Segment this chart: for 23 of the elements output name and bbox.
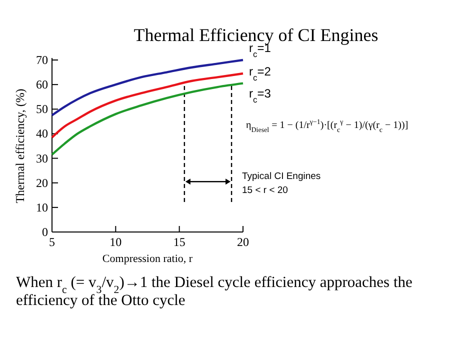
x-axis-title: Compression ratio, r xyxy=(102,253,193,265)
x-tick-label: 5 xyxy=(49,235,55,249)
line-series xyxy=(50,58,244,116)
y-axis-title: Thermal efficiency, (%) xyxy=(13,88,27,204)
y-tick-label: 0 xyxy=(42,225,48,239)
x-tick-label: 20 xyxy=(237,235,249,249)
x-tick-label: 10 xyxy=(110,235,122,249)
text: η$_{Diesel}$ = 1 − (1/r$^{γ−1}$)·[(r$_{c}$$^{γ}$ − 1)/(γ(r$_{c}$ − 1))] xyxy=(246,118,408,134)
text: When r$_{c}$ (= v$_{3}$/v$_{2}$)→1 the Diesel cycle efficiency approaches the efficiency of the Otto cycle xyxy=(16,274,413,309)
series-label: r$_{c}$=2 xyxy=(249,64,272,83)
line-series xyxy=(50,72,244,138)
annotation: Typical CI Engines 15 < r < 20 xyxy=(242,171,321,196)
y-tick-label: 10 xyxy=(36,200,48,214)
y-tick-label: 50 xyxy=(36,102,48,116)
y-tick-label: 60 xyxy=(36,78,48,92)
line-series xyxy=(50,82,244,156)
y-tick-label: 30 xyxy=(36,151,48,166)
x-tick-label: 15 xyxy=(173,235,186,249)
chart-title: Thermal Efficiency of CI Engines xyxy=(134,25,378,45)
y-tick-label: 40 xyxy=(36,126,48,141)
y-tick-label: 70 xyxy=(36,53,48,67)
series-label: r$_{c}$=3 xyxy=(249,86,272,104)
y-tick-label: 20 xyxy=(36,176,48,190)
